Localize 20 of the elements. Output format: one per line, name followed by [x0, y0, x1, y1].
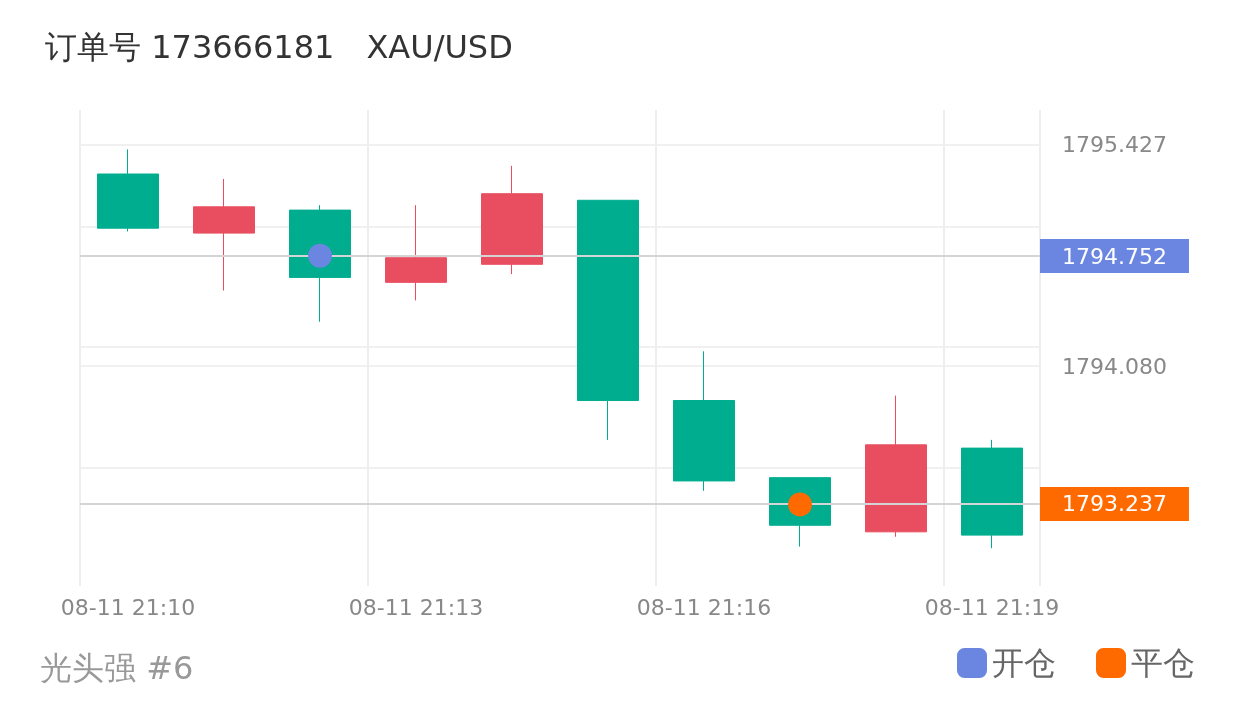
chart-title: 订单号 173666181 XAU/USD: [45, 28, 513, 66]
candlestick: [865, 395, 927, 538]
candlestick: [961, 439, 1023, 549]
candlestick: [97, 148, 159, 232]
ref-line-label: 1794.752: [1062, 243, 1167, 269]
x-tick-label: 08-11 21:10: [60, 594, 196, 620]
x-tick-label: 08-11 21:13: [348, 594, 484, 620]
ref-line-label: 1793.237: [1062, 491, 1167, 517]
x-tick-label: 08-11 21:19: [924, 594, 1060, 620]
candlestick: [673, 350, 735, 492]
y-tick-label: 1794.080: [1062, 353, 1167, 379]
text: 光头强 #6: [40, 649, 194, 687]
legend-label: 平仓: [1131, 644, 1195, 682]
candlestick: [193, 178, 255, 292]
candlestick: [385, 204, 447, 301]
candlestick: [577, 199, 639, 441]
candlestick: [481, 165, 543, 275]
x-tick-label: 08-11 21:16: [636, 594, 772, 620]
y-tick-label: 1795.427: [1062, 132, 1167, 158]
legend-label: 开仓: [992, 644, 1056, 682]
